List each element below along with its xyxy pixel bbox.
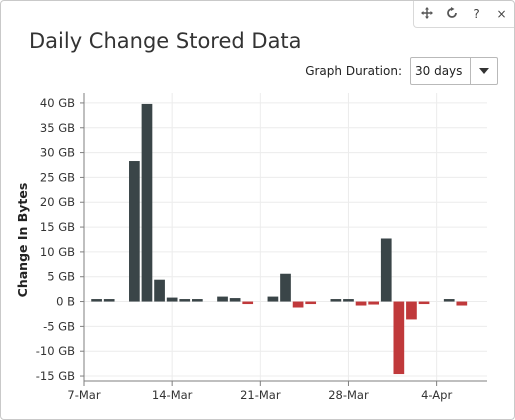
bar-negative — [406, 301, 417, 320]
bar-negative — [355, 301, 367, 306]
bar-positive — [191, 299, 203, 302]
bar-positive — [280, 273, 291, 302]
bar-negative — [418, 301, 430, 305]
y-tick-label: -10 GB — [36, 344, 75, 358]
bar-positive — [229, 298, 241, 302]
x-tick-label: 21-Mar — [240, 388, 281, 402]
chart-tick-labels: 40 GB 35 GB 30 GB 25 GB 20 GB 15 GB 10 GB 5 GB 0… — [36, 96, 453, 402]
x-tick-label: 14-Mar — [152, 388, 193, 402]
bar-positive — [443, 299, 455, 302]
graph-duration: Graph Duration: 30 days — [305, 57, 498, 85]
chart-axes — [80, 93, 487, 386]
y-tick-label: 40 GB — [40, 96, 75, 110]
bar-positive — [380, 238, 392, 302]
y-tick-label: -5 GB — [43, 319, 75, 333]
y-tick-label: 35 GB — [40, 121, 75, 135]
bar-positive — [217, 296, 228, 302]
bar-positive — [179, 299, 191, 302]
bar-positive — [91, 299, 102, 302]
y-tick-label: 20 GB — [40, 195, 75, 209]
bar-positive — [103, 299, 115, 302]
bar-negative — [456, 301, 468, 306]
bar-negative — [292, 301, 304, 308]
bar-negative — [305, 301, 317, 305]
refresh-icon[interactable] — [443, 6, 461, 22]
x-tick-label: 28-Mar — [328, 388, 369, 402]
y-tick-label: 30 GB — [40, 146, 75, 160]
bar-positive — [154, 279, 165, 302]
bar-positive — [141, 103, 153, 302]
x-tick-label: 4-Apr — [421, 388, 452, 402]
page-title: Daily Change Stored Data — [29, 29, 302, 53]
bar-positive — [267, 296, 279, 302]
move-arrows-icon-glyph — [420, 6, 433, 19]
bar-positive — [166, 297, 178, 302]
bar-positive — [129, 161, 140, 302]
y-tick-label: 5 GB — [47, 270, 75, 284]
chart-bars — [91, 103, 468, 375]
close-icon[interactable]: × — [496, 7, 507, 21]
bar-negative — [368, 301, 380, 305]
x-tick-label: 7-Mar — [67, 388, 100, 402]
move-arrows-icon[interactable] — [418, 6, 436, 22]
y-tick-label: 0 B — [56, 295, 75, 309]
graph-duration-label: Graph Duration: — [305, 64, 402, 78]
bar-positive — [343, 299, 354, 302]
graph-duration-select[interactable]: 30 days — [410, 57, 498, 85]
refresh-icon-glyph — [446, 6, 457, 18]
y-tick-label: 15 GB — [40, 220, 75, 234]
y-tick-label: 10 GB — [40, 245, 75, 259]
help-icon[interactable]: ? — [473, 7, 480, 21]
y-tick-label: 25 GB — [40, 170, 75, 184]
chevron-down-icon[interactable] — [470, 58, 497, 84]
widget-toolbar: ? × — [413, 1, 514, 28]
bar-negative — [393, 301, 405, 375]
y-axis-label: Change In Bytes — [15, 183, 30, 298]
graph-duration-value: 30 days — [415, 64, 463, 78]
bar-positive — [330, 299, 342, 302]
y-tick-label: -15 GB — [36, 369, 75, 383]
bar-negative — [242, 301, 254, 305]
